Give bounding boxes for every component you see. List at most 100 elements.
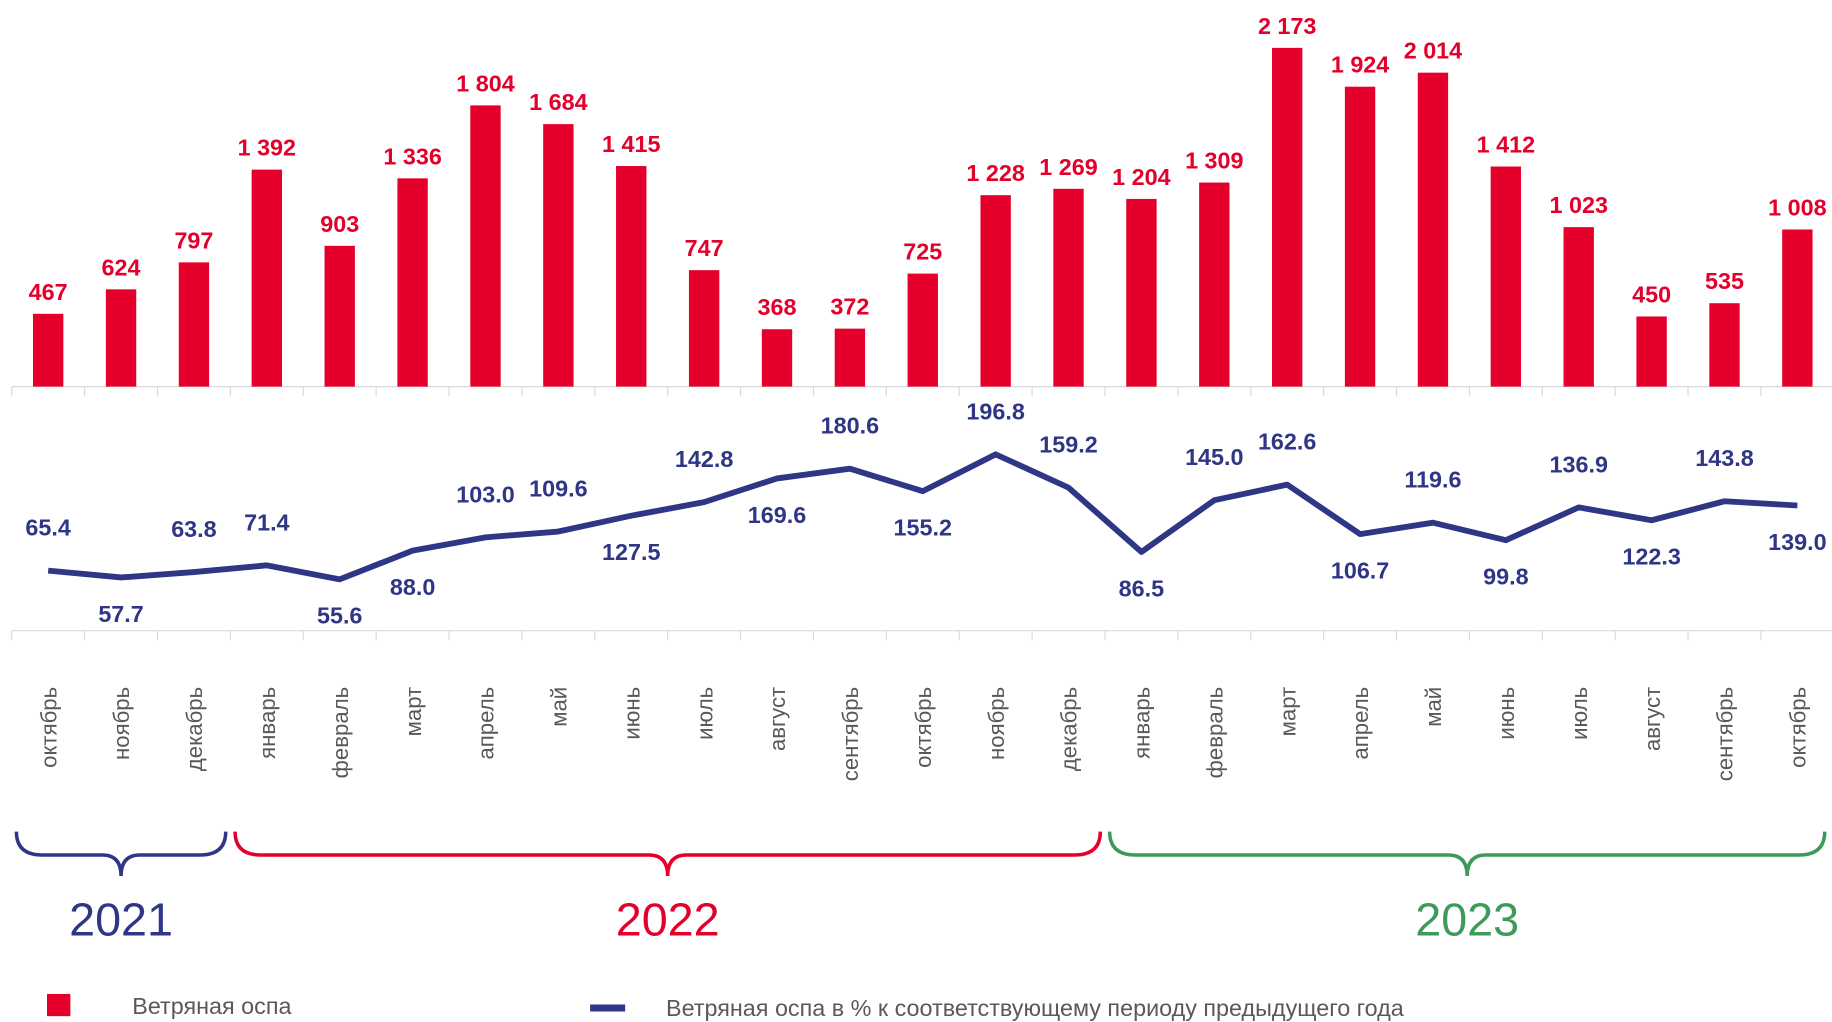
line-label: 57.7	[98, 601, 143, 627]
year-brace	[14, 831, 228, 877]
bar	[543, 124, 574, 387]
x-tick-label: июль	[692, 687, 717, 740]
x-tick-label: апрель	[1348, 687, 1373, 760]
x-tick-label: сентябрь	[1713, 687, 1738, 781]
x-tick-label: март	[401, 687, 426, 737]
x-tick-label: август	[765, 687, 790, 751]
bar	[688, 270, 720, 387]
bar	[251, 169, 283, 387]
legend-swatch	[47, 993, 71, 1017]
bar	[761, 329, 793, 387]
line-label: 136.9	[1549, 451, 1607, 477]
bar-label: 368	[758, 294, 797, 320]
bar	[324, 245, 355, 387]
line-label: 143.8	[1695, 445, 1753, 471]
x-tick-label: июнь	[1494, 687, 1519, 740]
bar-label: 1 684	[529, 89, 587, 115]
bar	[1490, 166, 1522, 387]
bar-label: 1 415	[602, 131, 660, 157]
year-label: 2023	[1415, 894, 1519, 946]
line-label: 122.3	[1622, 544, 1680, 570]
x-tick-label: февраль	[1202, 687, 1227, 779]
x-tick-label: февраль	[328, 687, 353, 779]
bar	[1563, 227, 1594, 387]
x-tick-label: октябрь	[1786, 687, 1811, 768]
bar-label: 1 023	[1549, 192, 1607, 218]
year-label: 2021	[69, 894, 173, 946]
line-label: 65.4	[25, 515, 70, 541]
bar-label: 1 269	[1039, 154, 1097, 180]
x-tick-label: июль	[1567, 687, 1592, 740]
line	[47, 451, 1798, 583]
legend-label: Ветряная оспа в % к соответствующему пер…	[666, 995, 1404, 1021]
bar	[1126, 198, 1157, 387]
bar-label: 2 173	[1258, 13, 1316, 39]
bar	[616, 166, 647, 387]
line-label: 155.2	[894, 515, 952, 541]
x-tick-label: декабрь	[182, 687, 207, 771]
line-label: 63.8	[171, 516, 216, 542]
bar-label: 467	[29, 279, 68, 305]
bar-label: 2 014	[1404, 38, 1462, 64]
bar	[1053, 188, 1084, 387]
bar-label: 535	[1705, 268, 1744, 294]
x-tick-label: январь	[255, 687, 280, 759]
bar-label: 1 309	[1185, 148, 1243, 174]
line-label: 109.6	[529, 475, 587, 501]
bar	[397, 178, 428, 387]
line-label: 145.0	[1185, 444, 1243, 470]
x-tick-label: январь	[1130, 687, 1155, 759]
bar-label: 1 392	[238, 135, 296, 161]
line-label: 139.0	[1768, 529, 1826, 555]
year-label: 2022	[616, 894, 720, 946]
line-label: 127.5	[602, 539, 660, 565]
bar-label: 1 924	[1331, 52, 1389, 78]
line-label: 86.5	[1119, 575, 1164, 601]
line-label: 106.7	[1331, 557, 1389, 583]
bar	[178, 262, 210, 387]
bar	[1782, 229, 1813, 387]
bar	[105, 289, 137, 387]
line-label: 159.2	[1039, 432, 1097, 458]
x-tick-label: май	[547, 687, 572, 727]
bar	[32, 313, 64, 387]
line-label: 71.4	[244, 509, 289, 535]
x-tick-label: октябрь	[36, 687, 61, 768]
x-tick-label: август	[1640, 687, 1665, 751]
line-label: 99.8	[1483, 564, 1528, 590]
bar	[1636, 316, 1667, 387]
line-label: 196.8	[966, 398, 1024, 424]
bar-label: 1 412	[1477, 131, 1535, 157]
bar	[1344, 86, 1376, 387]
line-label: 169.6	[748, 502, 806, 528]
x-tick-label: декабрь	[1057, 687, 1082, 771]
legend-label: Ветряная оспа	[132, 993, 291, 1019]
x-tick-label: сентябрь	[838, 687, 863, 781]
line-label: 88.0	[390, 574, 435, 600]
bar-label: 1 336	[383, 143, 441, 169]
line-label: 142.8	[675, 446, 733, 472]
line-label: 119.6	[1404, 467, 1461, 493]
line-label: 103.0	[456, 481, 514, 507]
bar	[980, 195, 1011, 387]
bar	[907, 273, 938, 387]
bar	[834, 328, 866, 387]
bar	[1199, 182, 1230, 387]
line-label: 55.6	[317, 603, 362, 629]
line-label: 162.6	[1258, 429, 1316, 455]
line-label: 180.6	[821, 413, 879, 439]
x-tick-label: ноябрь	[984, 687, 1009, 760]
x-tick-label: май	[1421, 687, 1446, 727]
bar-label: 1 204	[1112, 164, 1170, 190]
x-tick-label: июнь	[619, 687, 644, 740]
bar	[470, 105, 501, 387]
bar-label: 747	[685, 235, 724, 261]
x-tick-label: октябрь	[911, 687, 936, 768]
bar-label: 903	[320, 211, 359, 237]
year-brace	[233, 831, 1103, 877]
x-tick-label: апрель	[474, 687, 499, 760]
x-tick-label: март	[1275, 687, 1300, 737]
bar-label: 624	[102, 254, 141, 280]
legend-swatch	[590, 1004, 626, 1012]
